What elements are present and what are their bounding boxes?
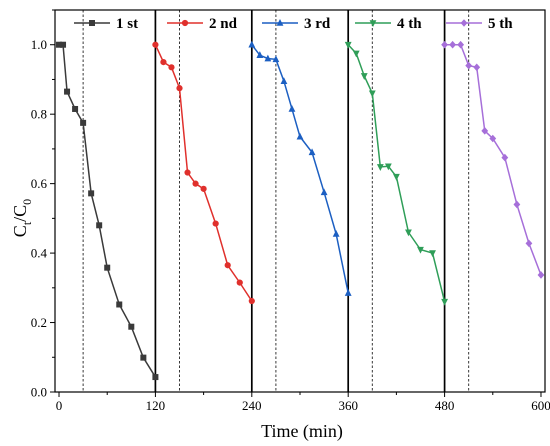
y-axis-title: Ct/C0 (10, 199, 34, 237)
series-3-point (320, 188, 328, 196)
y-axis-title-sub2: 0 (20, 199, 34, 205)
y-tick-label: 0.0 (31, 385, 47, 400)
x-tick-label: 120 (146, 398, 166, 413)
y-axis-title-sub1: t (20, 221, 34, 225)
series-2-point (200, 185, 207, 192)
legend-label-4: 4 th (397, 16, 422, 32)
series-5-point (457, 40, 465, 49)
series-4-point (429, 250, 436, 258)
series-3-point (264, 54, 272, 62)
series-5-point (449, 40, 457, 49)
series-line-2 (154, 44, 253, 302)
series-3-point (308, 148, 316, 156)
legend: 1 st 2 nd 3 rd 4 th 5 th (74, 16, 513, 32)
series-4-point (384, 163, 392, 171)
series-3-point (280, 77, 288, 84)
series-5-point (513, 200, 521, 209)
x-tick-label: 600 (531, 398, 550, 413)
series-5-point (489, 134, 497, 143)
x-axis-title: Time (min) (261, 421, 343, 442)
series-2-point (168, 64, 175, 71)
x-tick-label: 360 (338, 398, 358, 413)
series-3-point (256, 51, 264, 58)
series-1-point (140, 354, 147, 361)
series-1-point (56, 41, 63, 48)
series-4-point (352, 50, 360, 58)
series-5-point (481, 127, 489, 135)
series-line-5 (444, 43, 542, 276)
series-3-point (288, 104, 296, 112)
y-axis-title-main: C (10, 225, 30, 237)
y-tick-label: 0.6 (31, 176, 48, 191)
y-tick-label: 0.4 (31, 246, 48, 261)
series-4-point (344, 41, 352, 49)
series-4-point (360, 73, 368, 80)
series-line-3 (251, 44, 349, 294)
series-2-point (184, 169, 191, 176)
legend-marker-2 (181, 19, 189, 27)
series-4-point (376, 164, 384, 171)
y-axis-title-sep: /C (10, 205, 30, 222)
series-4-point (392, 173, 400, 181)
series-1-point (116, 301, 123, 308)
y-tick-label: 0.2 (31, 315, 47, 330)
legend-label-2: 2 nd (209, 16, 238, 32)
series-4-point (368, 90, 376, 98)
legend-marker-5 (460, 19, 468, 27)
series-2-point (192, 180, 199, 187)
y-tick-label: 0.8 (31, 107, 47, 122)
series-1-point (88, 190, 95, 197)
series-4-point (405, 229, 412, 237)
series-2-point (152, 41, 159, 48)
series-3-point (344, 289, 352, 296)
series-line-1 (59, 43, 157, 378)
series-3-point (272, 55, 280, 63)
series-2-point (224, 262, 231, 269)
plot-area (56, 10, 545, 392)
x-tick-label: 0 (56, 398, 63, 413)
series-2-point (212, 220, 219, 227)
series-3-point (296, 132, 304, 140)
series-1-point (104, 264, 111, 271)
series-3-point (332, 229, 340, 237)
x-tick-label: 480 (435, 398, 455, 413)
y-tick-label: 1.0 (31, 37, 47, 52)
plot-frame (54, 9, 546, 393)
series-2-point (176, 85, 183, 92)
series-1-point (152, 374, 159, 381)
series-2-point (236, 279, 243, 286)
legend-label-1: 1 st (116, 16, 138, 32)
series-1-point (60, 41, 67, 48)
series-4-point (441, 298, 448, 306)
legend-marker-3 (276, 19, 284, 26)
series-5-point (441, 40, 448, 49)
series-1-point (80, 119, 87, 126)
legend-label-3: 3 rd (304, 16, 331, 32)
legend-label-5: 5 th (488, 16, 513, 32)
series-5-point (473, 63, 481, 72)
series-5-point (525, 239, 533, 248)
series-2-point (248, 297, 255, 305)
series-5-point (465, 61, 473, 70)
legend-marker-4 (369, 20, 377, 27)
series-2-point (160, 58, 167, 66)
series-1-point (72, 105, 79, 112)
axes: 0 120 240 360 480 600 0.0 0.2 0.4 0.6 0.8 1.0 (31, 9, 550, 413)
series-5-point (537, 271, 545, 279)
series-3-point (248, 40, 256, 48)
series-4-point (417, 246, 424, 254)
series-line-4 (347, 44, 446, 302)
series-1-point (96, 222, 103, 229)
x-tick-label: 240 (242, 398, 262, 413)
series-1-point (128, 323, 135, 330)
series-1-point (64, 88, 71, 95)
legend-marker-1 (89, 20, 95, 26)
series-5-point (501, 153, 509, 162)
